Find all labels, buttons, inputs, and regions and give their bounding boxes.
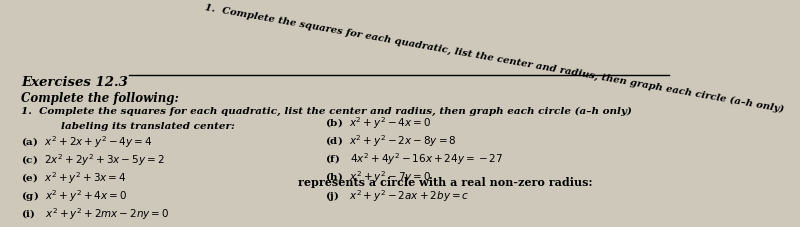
- Text: (j)   $x^2 + y^2 - 2ax + 2by = c$: (j) $x^2 + y^2 - 2ax + 2by = c$: [325, 187, 469, 203]
- Text: Complete the following:: Complete the following:: [21, 91, 179, 104]
- Text: (a)  $x^2 + 2x + y^2 - 4y = 4$: (a) $x^2 + 2x + y^2 - 4y = 4$: [21, 134, 152, 149]
- Text: (e)  $x^2 + y^2 + 3x = 4$: (e) $x^2 + y^2 + 3x = 4$: [21, 170, 126, 185]
- Text: (h)  $x^2 + y^2 - 7y = 0$: (h) $x^2 + y^2 - 7y = 0$: [325, 169, 431, 185]
- Text: labeling its translated center:: labeling its translated center:: [62, 122, 235, 131]
- Text: Exercises 12.3: Exercises 12.3: [21, 75, 128, 88]
- Text: (d)  $x^2 + y^2 - 2x - 8y = 8$: (d) $x^2 + y^2 - 2x - 8y = 8$: [325, 133, 456, 149]
- Text: 1.  Complete the squares for each quadratic, list the center and radius, then gr: 1. Complete the squares for each quadrat…: [204, 3, 785, 114]
- Text: (g)  $x^2 + y^2 + 4x = 0$: (g) $x^2 + y^2 + 4x = 0$: [21, 188, 127, 203]
- Text: (f)   $4x^2 + 4y^2 - 16x + 24y = -27$: (f) $4x^2 + 4y^2 - 16x + 24y = -27$: [325, 151, 502, 167]
- Text: 1.  Complete the squares for each quadratic, list the center and radius, then gr: 1. Complete the squares for each quadrat…: [21, 106, 632, 116]
- Text: (c)  $2x^2 + 2y^2 + 3x - 5y = 2$: (c) $2x^2 + 2y^2 + 3x - 5y = 2$: [21, 152, 165, 167]
- Text: (b)  $x^2 + y^2 - 4x = 0$: (b) $x^2 + y^2 - 4x = 0$: [325, 115, 431, 131]
- Text: (i)   $x^2 + y^2 + 2mx - 2ny = 0$: (i) $x^2 + y^2 + 2mx - 2ny = 0$: [21, 205, 170, 221]
- Text: represents a circle with a real non-zero radius:: represents a circle with a real non-zero…: [298, 176, 592, 187]
